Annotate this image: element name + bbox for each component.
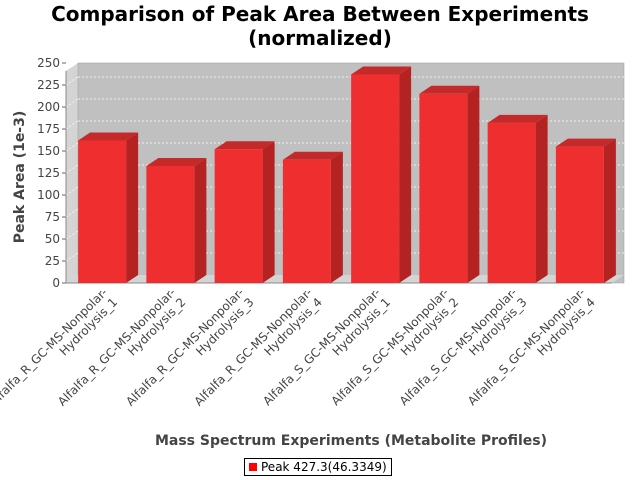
gridline-side bbox=[65, 76, 79, 86]
legend-label: Peak 427.3(46.3349) bbox=[261, 460, 387, 474]
x-tick-label-group: Alfalfa_R_GC-MS-Nonpolar-Hydrolysis_2 bbox=[55, 285, 188, 409]
y-tick-label: 225 bbox=[37, 78, 60, 92]
x-tick-label-group: Alfalfa_R_GC-MS-Nonpolar-Hydrolysis_3 bbox=[123, 285, 256, 409]
y-axis-title: Peak Area (1e-3) bbox=[12, 111, 28, 244]
chart-title: Comparison of Peak Area Between Experime… bbox=[0, 2, 640, 50]
x-tick-label-group: Alfalfa_S_GC-MS-Nonpolar-Hydrolysis_3 bbox=[397, 285, 530, 408]
gridline-side bbox=[65, 120, 79, 130]
bar bbox=[214, 149, 263, 283]
chart-title-line-1: Comparison of Peak Area Between Experime… bbox=[51, 2, 589, 26]
y-tick-label: 150 bbox=[37, 144, 60, 158]
bar-top bbox=[487, 114, 548, 123]
gridline-side bbox=[65, 208, 79, 218]
y-tick-label: 200 bbox=[37, 100, 60, 114]
gridline-side bbox=[65, 252, 79, 262]
bar-top bbox=[78, 132, 139, 141]
bar-side bbox=[194, 157, 207, 283]
gridline-side bbox=[65, 142, 79, 152]
bar-side bbox=[126, 132, 139, 283]
bar bbox=[78, 140, 127, 283]
bar bbox=[487, 122, 536, 283]
bar-top bbox=[282, 151, 343, 160]
plot-floor bbox=[66, 275, 624, 283]
bar bbox=[555, 146, 604, 283]
bar bbox=[351, 74, 400, 283]
y-tick-label: 250 bbox=[37, 56, 60, 70]
x-tick-label-group: Alfalfa_S_GC-MS-Nonpolar-Hydrolysis_4 bbox=[465, 285, 598, 408]
x-tick-label-group: Alfalfa_R_GC-MS-Nonpolar-Hydrolysis_4 bbox=[191, 285, 324, 409]
y-tick-label: 0 bbox=[52, 276, 60, 290]
y-tick-label: 100 bbox=[37, 188, 60, 202]
bar-top bbox=[351, 66, 412, 75]
bar bbox=[282, 159, 331, 283]
bar-top bbox=[555, 138, 616, 147]
bar-top bbox=[214, 141, 275, 150]
x-tick-label: Alfalfa_R_GC-MS-Nonpolar- bbox=[0, 285, 110, 409]
gridline-side bbox=[65, 98, 79, 108]
bar bbox=[146, 165, 195, 283]
y-tick-label: 175 bbox=[37, 122, 60, 136]
bar-side bbox=[330, 151, 343, 283]
x-tick-label-group: Alfalfa_S_GC-MS-Nonpolar-Hydrolysis_1 bbox=[260, 285, 393, 408]
legend: Peak 427.3(46.3349) bbox=[244, 458, 392, 476]
x-tick-label-group: Alfalfa_S_GC-MS-Nonpolar-Hydrolysis_2 bbox=[328, 285, 461, 408]
gridline-side bbox=[65, 230, 79, 240]
bar-top bbox=[146, 157, 207, 166]
gridline-side bbox=[65, 164, 79, 174]
legend-swatch bbox=[249, 463, 257, 471]
plot-side-wall bbox=[66, 63, 78, 283]
bar-side bbox=[399, 66, 412, 283]
bar-side bbox=[535, 114, 548, 283]
gridline-side bbox=[65, 54, 79, 64]
y-tick-label: 25 bbox=[45, 254, 60, 268]
bar bbox=[419, 93, 468, 283]
x-axis-title: Mass Spectrum Experiments (Metabolite Pr… bbox=[155, 433, 547, 449]
bar-side bbox=[603, 138, 616, 283]
y-tick-label: 50 bbox=[45, 232, 60, 246]
y-tick-label: 75 bbox=[45, 210, 60, 224]
bar-side bbox=[467, 85, 480, 283]
chart-title-line-2: (normalized) bbox=[248, 26, 392, 50]
y-tick-label: 125 bbox=[37, 166, 60, 180]
gridline-side bbox=[65, 186, 79, 196]
bar-side bbox=[262, 141, 275, 283]
bar-top bbox=[419, 85, 480, 94]
